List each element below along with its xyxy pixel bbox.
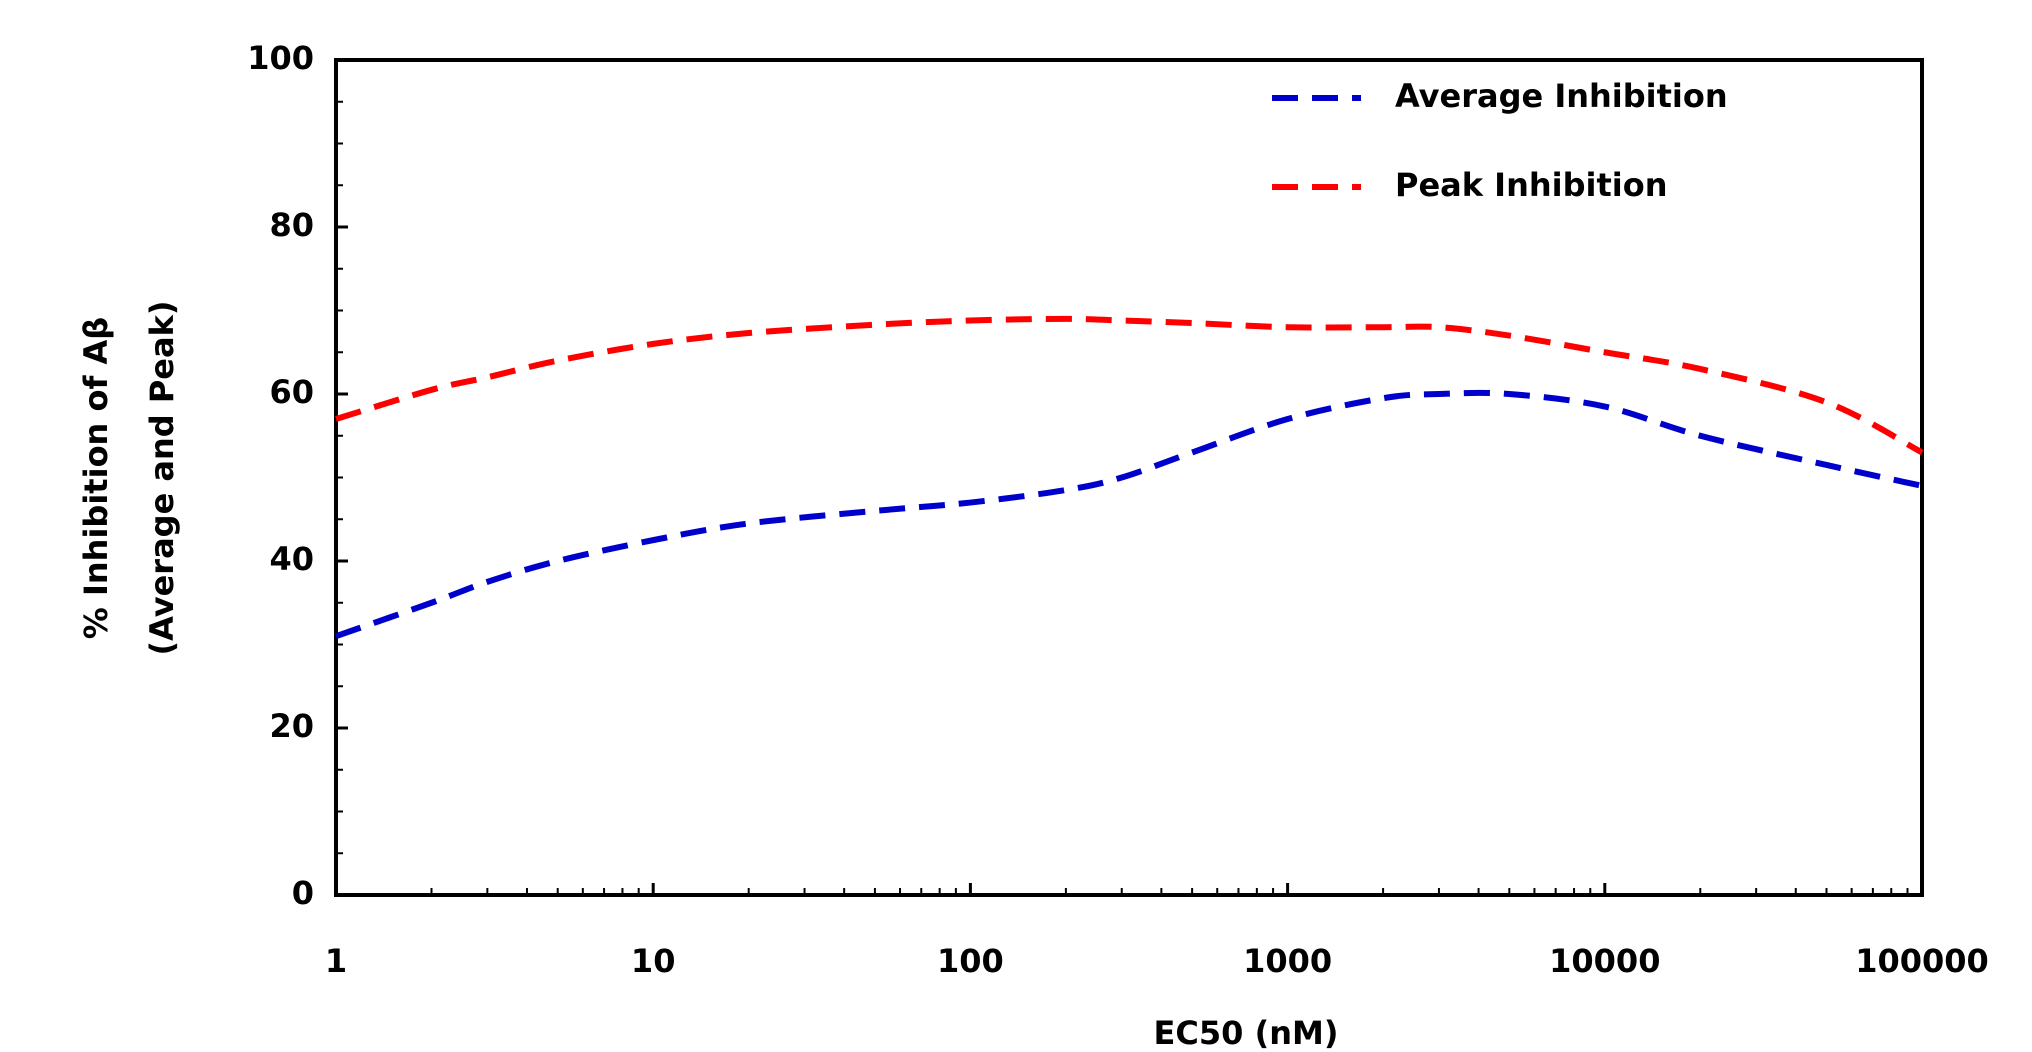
y-axis-label-line: % Inhibition of Aβ — [77, 317, 115, 639]
line-series — [335, 389, 1923, 639]
y-axis-label-line: (Average and Peak) — [143, 300, 181, 655]
x-tick-label: 1000 — [1243, 942, 1332, 980]
legend-label: Average Inhibition — [1395, 77, 1728, 115]
y-tick-label: 100 — [247, 39, 314, 77]
line-series — [335, 315, 1924, 456]
y-axis-label: % Inhibition of Aβ (Average and Peak) — [77, 300, 181, 655]
plot-frame — [334, 58, 1924, 897]
x-tick-label: 100 — [937, 942, 1004, 980]
legend-label: Peak Inhibition — [1395, 166, 1668, 204]
x-tick-label: 10000 — [1549, 942, 1660, 980]
y-tick-label: 0 — [292, 874, 314, 912]
x-tick-label: 100000 — [1855, 942, 1989, 980]
y-tick-label: 40 — [269, 540, 314, 578]
x-tick-label: 10 — [631, 942, 676, 980]
x-tick-label: 1 — [325, 942, 347, 980]
y-tick-label: 80 — [269, 206, 314, 244]
y-tick-label: 60 — [269, 373, 314, 411]
y-tick-label: 20 — [269, 707, 314, 745]
x-axis-label: EC50 (nM) — [1154, 1014, 1339, 1052]
